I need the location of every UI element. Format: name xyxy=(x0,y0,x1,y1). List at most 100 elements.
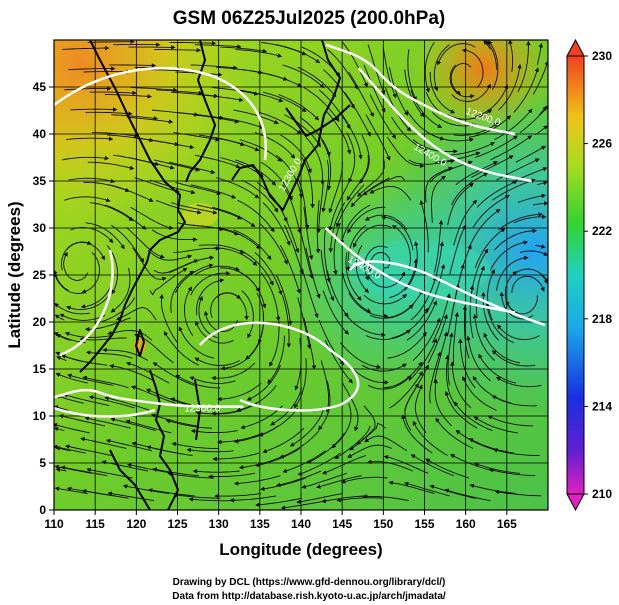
streamline xyxy=(344,91,371,137)
streamline xyxy=(278,204,300,254)
streamline xyxy=(297,297,312,350)
streamline xyxy=(65,294,110,311)
streamline xyxy=(408,338,438,382)
streamline xyxy=(189,376,236,384)
streamline xyxy=(255,497,302,508)
streamline xyxy=(282,64,325,89)
streamline xyxy=(487,415,534,427)
streamline xyxy=(541,274,548,285)
streamline xyxy=(355,245,369,294)
streamline xyxy=(194,357,240,366)
streamline xyxy=(347,444,392,458)
streamline xyxy=(462,305,470,359)
streamline xyxy=(452,312,460,366)
streamline xyxy=(363,293,408,305)
streamline xyxy=(233,229,272,261)
x-axis-ticks: 110 115 120 125 130 135 140 145 150 155 160 165 xyxy=(44,510,517,531)
streamline xyxy=(346,132,356,183)
streamline xyxy=(65,241,105,261)
streamline xyxy=(215,292,249,321)
streamline xyxy=(380,215,414,251)
streamline xyxy=(316,475,362,489)
streamline xyxy=(196,278,225,316)
streamline xyxy=(303,87,340,122)
streamline xyxy=(490,240,529,271)
streamline xyxy=(470,155,514,179)
height-contour xyxy=(325,43,516,136)
streamline xyxy=(429,484,476,499)
streamline xyxy=(109,363,155,382)
streamline xyxy=(408,159,456,165)
streamline xyxy=(494,489,542,497)
streamline xyxy=(125,419,172,434)
streamline xyxy=(208,472,255,479)
streamline xyxy=(359,134,370,184)
streamline xyxy=(474,135,518,158)
streamline xyxy=(134,177,181,194)
streamline xyxy=(435,417,474,449)
streamline xyxy=(429,351,442,404)
streamline xyxy=(455,161,498,186)
streamline xyxy=(126,463,174,474)
x-tick-label: 110 xyxy=(44,517,64,531)
height-contour xyxy=(324,227,516,314)
streamline xyxy=(449,64,475,99)
streamline xyxy=(447,109,493,120)
streamline xyxy=(254,132,296,159)
streamline xyxy=(196,94,244,102)
streamline xyxy=(433,378,453,427)
streamline xyxy=(194,44,242,49)
streamline xyxy=(61,354,108,366)
streamline xyxy=(152,362,195,386)
streamline xyxy=(320,250,335,302)
streamline xyxy=(532,60,548,95)
streamline xyxy=(190,271,231,296)
streamline xyxy=(462,375,497,411)
streamline xyxy=(153,159,201,172)
streamline xyxy=(461,48,484,88)
streamline xyxy=(429,241,445,294)
streamline xyxy=(336,497,384,503)
streamline xyxy=(472,313,495,361)
streamline xyxy=(334,425,371,460)
y-axis-label: Latitude (degrees) xyxy=(5,201,24,348)
colorbar-bottom-arrow xyxy=(566,493,585,512)
streamline xyxy=(447,182,474,226)
streamline xyxy=(425,458,470,479)
y-tick-label: 40 xyxy=(33,127,47,141)
streamline xyxy=(62,45,110,51)
streamline xyxy=(491,350,536,367)
streamline xyxy=(246,365,281,401)
streamline xyxy=(115,307,157,321)
streamline xyxy=(536,42,544,66)
streamline xyxy=(110,224,145,263)
streamline xyxy=(262,202,291,246)
streamline xyxy=(385,289,423,319)
streamline xyxy=(347,206,386,234)
streamline xyxy=(239,139,282,162)
streamline xyxy=(85,222,125,250)
streamline xyxy=(110,267,131,313)
streamline xyxy=(214,247,258,266)
streamline xyxy=(54,314,65,321)
streamline xyxy=(458,338,476,389)
streamline xyxy=(342,382,359,432)
streamline xyxy=(331,403,352,449)
streamline xyxy=(289,410,324,447)
streamline xyxy=(67,373,114,386)
streamline xyxy=(85,111,133,116)
streamline xyxy=(188,497,236,502)
coastlines xyxy=(79,40,351,510)
streamline xyxy=(235,48,283,58)
streamline xyxy=(488,40,499,90)
streamline xyxy=(345,224,367,272)
streamline xyxy=(107,491,155,502)
y-tick-label: 35 xyxy=(33,174,47,188)
streamline xyxy=(425,166,454,203)
streamline xyxy=(159,293,178,343)
streamline xyxy=(322,69,355,109)
streamline xyxy=(324,109,352,155)
streamline xyxy=(344,312,386,338)
streamline xyxy=(148,488,195,497)
streamline xyxy=(192,224,239,236)
